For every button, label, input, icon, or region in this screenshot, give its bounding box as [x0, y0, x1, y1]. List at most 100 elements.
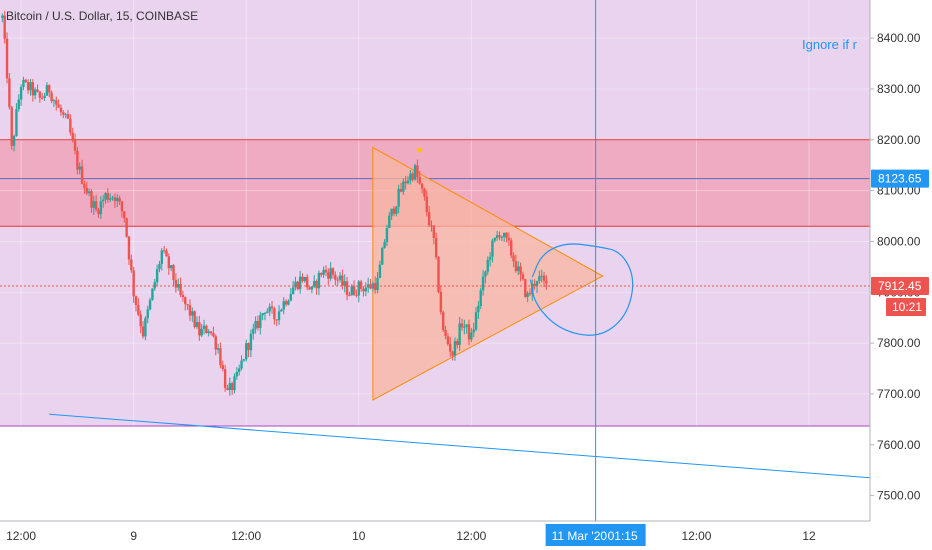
peak-marker: [417, 147, 423, 153]
candle-body: [291, 287, 295, 295]
candle-body: [463, 326, 466, 328]
candle-body: [188, 305, 192, 316]
crosshair-date-label: 11 Mar '20: [552, 529, 608, 543]
candle-body: [477, 305, 480, 313]
candle-body: [329, 268, 332, 279]
candle-body: [493, 237, 496, 241]
candle-body: [202, 325, 206, 329]
candle-body: [500, 237, 504, 239]
candle-body: [62, 112, 65, 115]
candle-body: [460, 323, 464, 328]
x-tick-label: 9: [130, 529, 137, 543]
candle-body: [270, 306, 274, 309]
candle-body: [240, 360, 243, 369]
candle-body: [118, 197, 121, 202]
trendline[interactable]: [49, 413, 871, 479]
candle-body: [510, 240, 513, 256]
candle-body: [317, 272, 321, 289]
candle-body: [540, 275, 543, 277]
candle-body: [322, 269, 325, 275]
candle-body: [214, 336, 217, 350]
candle-body: [12, 135, 16, 146]
y-tick-label: 7600.00: [877, 438, 921, 452]
candle-body: [355, 294, 358, 296]
candle-body: [29, 82, 32, 91]
candle-body: [430, 225, 433, 227]
candle-body: [148, 299, 152, 310]
candle-body: [350, 286, 353, 296]
candle-body: [76, 150, 79, 170]
candle-body: [195, 322, 199, 328]
candle-body: [48, 85, 51, 93]
candle-body: [8, 78, 11, 108]
price-tag-countdown: [886, 297, 926, 316]
candle-body: [479, 290, 482, 306]
candle-body: [237, 368, 241, 372]
candle-body: [453, 340, 457, 356]
price-tag-countdown-label: 10:21: [892, 300, 922, 314]
candle-body: [481, 276, 485, 291]
candle-body: [153, 282, 156, 289]
candle-body: [174, 280, 178, 288]
candle-body: [313, 280, 316, 287]
projection-curve[interactable]: [529, 243, 634, 336]
candle-body: [517, 266, 520, 272]
candle-body: [146, 309, 149, 319]
y-tick-label: 8400.00: [877, 31, 921, 45]
candle-body: [87, 191, 91, 194]
candle-body: [160, 250, 164, 264]
candle-body: [97, 209, 100, 215]
candle-body: [59, 107, 63, 113]
candle-body: [399, 188, 403, 192]
x-axis-panel: [0, 521, 932, 550]
candle-body: [177, 284, 180, 288]
candle-body: [45, 85, 49, 96]
candle-body: [106, 193, 110, 200]
candle-body: [383, 241, 386, 248]
candle-body: [57, 104, 60, 108]
candle-body: [505, 232, 508, 238]
candle-body: [364, 287, 368, 292]
candle-body: [465, 324, 468, 327]
candle-body: [331, 268, 335, 275]
candle-body: [434, 237, 438, 258]
candle-body: [348, 295, 351, 297]
candle-body: [423, 188, 426, 197]
candle-body: [298, 276, 302, 290]
candle-body: [71, 132, 74, 141]
candle-body: [315, 280, 318, 289]
y-axis-panel: [870, 0, 932, 550]
candle-body: [259, 315, 262, 328]
candle-body: [374, 283, 377, 291]
candle-body: [151, 288, 154, 300]
candle-body: [301, 276, 304, 282]
x-tick-label: 12:00: [6, 529, 36, 543]
candle-body: [162, 250, 166, 252]
candle-body: [5, 38, 9, 79]
candle-body: [294, 281, 297, 288]
candle-body: [36, 89, 39, 92]
candle-body: [538, 276, 541, 281]
candle-body: [352, 286, 356, 295]
candle-body: [200, 328, 203, 336]
candle-body: [402, 181, 405, 192]
candle-body: [249, 333, 253, 351]
candle-body: [184, 297, 187, 305]
candle-body: [172, 265, 175, 281]
candle-body: [446, 336, 450, 344]
candle-body: [78, 166, 81, 170]
candle-body: [404, 181, 407, 184]
candle-body: [73, 140, 77, 151]
candle-body: [484, 271, 487, 277]
candle-body: [33, 89, 37, 96]
candle-body: [165, 250, 168, 257]
candle-body: [498, 235, 501, 238]
candle-body: [19, 87, 23, 100]
candle-body: [90, 191, 93, 208]
candle-body: [212, 333, 215, 337]
candle-body: [261, 313, 264, 316]
candle-body: [155, 269, 159, 283]
annotation-note[interactable]: Ignore if r: [802, 37, 858, 52]
